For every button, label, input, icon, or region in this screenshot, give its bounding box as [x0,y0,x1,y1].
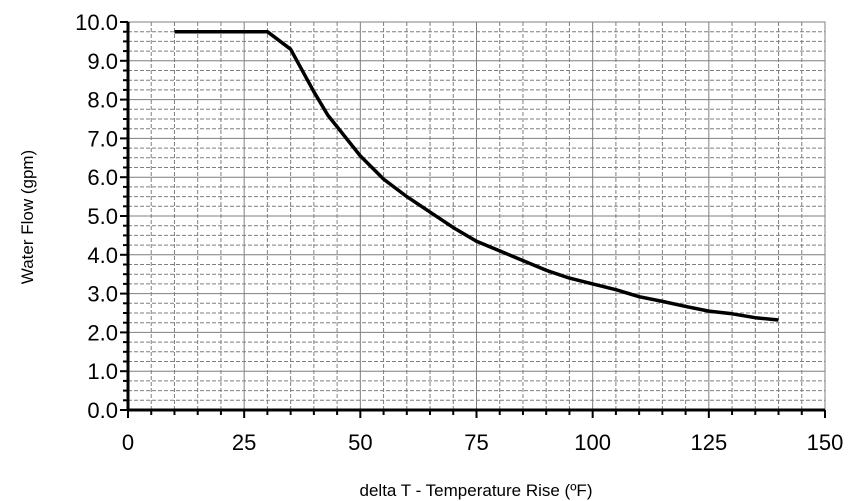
x-tick-label: 150 [807,430,844,455]
y-tick-label: 4.0 [87,243,118,268]
x-tick-label: 125 [690,430,727,455]
x-tick-label: 100 [574,430,611,455]
y-tick-label: 7.0 [87,126,118,151]
y-tick-label: 8.0 [87,88,118,113]
ticks [120,21,826,418]
y-tick-label: 9.0 [87,49,118,74]
series-layer [174,29,779,322]
x-tick-label: 0 [122,430,134,455]
y-axis-title: Water Flow (gpm) [18,150,37,284]
y-tick-label: 1.0 [87,359,118,384]
y-tick-label: 0.0 [87,398,118,423]
x-tick-label: 50 [348,430,372,455]
y-tick-label: 2.0 [87,320,118,345]
grid [127,21,826,411]
tick-labels: 0 25 50 75 100 125 150 0.0 1.0 2.0 3.0 4.0 5.0 6.0 7.0… [75,10,843,455]
x-tick-label: 25 [232,430,256,455]
series-line-0 [174,29,779,322]
y-tick-label: 3.0 [87,282,118,307]
y-tick-label: 5.0 [87,204,118,229]
x-tick-label: 75 [464,430,488,455]
y-tick-label: 6.0 [87,165,118,190]
x-axis-title: delta T - Temperature Rise (ºF) [360,481,593,500]
y-tick-label: 10.0 [75,10,118,35]
